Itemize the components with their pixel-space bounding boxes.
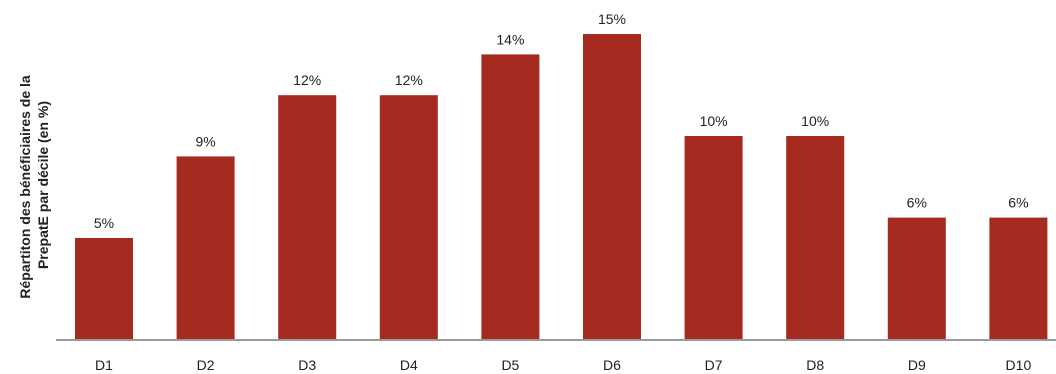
x-tick-label-d1: D1 bbox=[95, 357, 113, 373]
bar-d9 bbox=[887, 217, 946, 340]
x-tick-label-d4: D4 bbox=[400, 357, 418, 373]
bar-d8 bbox=[786, 136, 845, 340]
bar-d10 bbox=[989, 217, 1048, 340]
data-label-d8: 10% bbox=[801, 113, 829, 129]
y-axis-label-line-2: PrepatE par décile (en %) bbox=[35, 101, 51, 269]
x-tick-label-d3: D3 bbox=[298, 357, 316, 373]
data-label-d10: 6% bbox=[1008, 195, 1028, 211]
data-label-d2: 9% bbox=[195, 133, 215, 149]
bar-d5 bbox=[481, 54, 540, 341]
data-label-d4: 12% bbox=[395, 72, 423, 88]
x-tick-label-d2: D2 bbox=[197, 357, 215, 373]
x-tick-label-d9: D9 bbox=[908, 357, 926, 373]
bar-d1 bbox=[75, 238, 133, 340]
bar-d7 bbox=[684, 136, 743, 340]
data-label-d6: 15% bbox=[598, 11, 626, 27]
x-tick-label-d10: D10 bbox=[1006, 357, 1032, 373]
data-label-d7: 10% bbox=[700, 113, 728, 129]
y-axis-label-line-1: Répartiton des bénéficiaires de la bbox=[17, 75, 33, 299]
bar-d6 bbox=[583, 34, 641, 340]
data-label-d5: 14% bbox=[496, 31, 524, 47]
data-label-d3: 12% bbox=[293, 72, 321, 88]
bar-d2 bbox=[176, 156, 235, 340]
y-axis-label: Répartiton des bénéficiaires de la Prepa… bbox=[17, 71, 51, 298]
data-label-d1: 5% bbox=[94, 215, 114, 231]
x-tick-label-d5: D5 bbox=[501, 357, 519, 373]
x-tick-label-d8: D8 bbox=[806, 357, 824, 373]
bar-d4 bbox=[379, 95, 438, 340]
x-tick-label-d6: D6 bbox=[603, 357, 621, 373]
data-label-d9: 6% bbox=[907, 195, 927, 211]
bars-group: 5% D1 9% D2 12% D3 12% D4 14% D5 15% D6 10% D7 10% D8 6%… bbox=[75, 11, 1048, 373]
x-tick-label-d7: D7 bbox=[705, 357, 723, 373]
bar-d3 bbox=[278, 95, 337, 340]
